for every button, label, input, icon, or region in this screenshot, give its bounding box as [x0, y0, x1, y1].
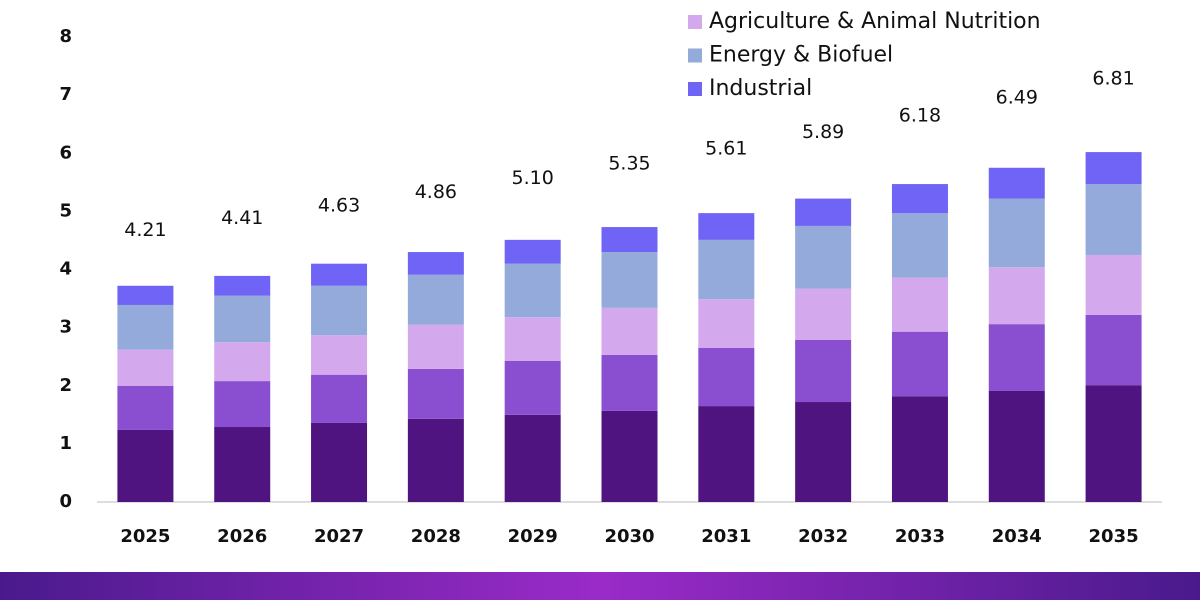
x-tick-label: 2033: [895, 526, 945, 547]
bar-segment: [311, 285, 368, 336]
legend-label: Energy & Biofuel: [709, 43, 893, 68]
footer-banner: [0, 572, 1200, 600]
bar-segment: [407, 368, 464, 419]
bar-segment: [891, 277, 948, 332]
bar-segment: [988, 267, 1045, 325]
total-label: 5.61: [705, 137, 747, 159]
x-tick-label: 2031: [701, 526, 751, 547]
legend-swatch: [688, 82, 702, 96]
y-tick-label: 5: [59, 200, 72, 221]
x-tick-label: 2029: [508, 526, 558, 547]
bar-segment: [117, 349, 174, 386]
bar-segment: [1085, 184, 1142, 255]
bar-segment: [1085, 254, 1142, 315]
x-tick-label: 2026: [217, 526, 267, 547]
bar-segment: [1085, 314, 1142, 386]
total-label: 5.10: [512, 167, 554, 189]
y-tick-label: 0: [59, 491, 72, 512]
x-tick-label: 2030: [604, 526, 654, 547]
y-tick-label: 8: [59, 26, 72, 47]
bar-segment: [795, 288, 852, 340]
x-tick-label: 2032: [798, 526, 848, 547]
bar-segment: [988, 167, 1045, 199]
total-label: 4.21: [124, 219, 166, 241]
bar-segment: [795, 339, 852, 403]
bar-segment: [504, 239, 561, 264]
bar-segment: [214, 381, 271, 428]
bar-segment: [891, 213, 948, 278]
total-label: 4.63: [318, 194, 360, 216]
bar-segment: [891, 184, 948, 214]
total-label: 4.86: [415, 181, 457, 203]
bar-segment: [117, 285, 174, 305]
legend-swatch: [688, 15, 702, 29]
total-label: 4.41: [221, 207, 263, 229]
bar-segment: [504, 414, 561, 502]
bar-segment: [311, 422, 368, 502]
y-tick-label: 6: [59, 142, 72, 163]
y-tick-label: 3: [59, 317, 72, 338]
bar-segment: [891, 396, 948, 502]
bar-segment: [698, 239, 755, 300]
bar-segment: [311, 335, 368, 375]
bar-segment: [117, 385, 174, 430]
total-label: 5.35: [608, 153, 650, 175]
bar-segment: [504, 263, 561, 318]
bar-segment: [311, 374, 368, 423]
bar-segment: [795, 198, 852, 226]
bar-segment: [891, 331, 948, 397]
legend-swatch: [688, 48, 702, 63]
bar-segment: [214, 295, 271, 343]
bar-segment: [311, 263, 368, 286]
y-tick-label: 7: [59, 84, 72, 105]
total-label: 6.18: [899, 104, 941, 126]
bar-segment: [1085, 385, 1142, 502]
bar-segment: [117, 304, 174, 350]
bar-segment: [988, 198, 1045, 268]
y-tick-label: 4: [59, 259, 72, 280]
bar-segment: [214, 427, 271, 502]
bar-segment: [1085, 152, 1142, 185]
bar-segment: [407, 418, 464, 502]
bar-segment: [407, 252, 464, 275]
legend-label: Industrial: [709, 76, 812, 101]
bar-segment: [214, 342, 271, 382]
x-tick-label: 2027: [314, 526, 364, 547]
bar-segment: [601, 354, 658, 411]
bar-segment: [795, 225, 852, 289]
bar-segment: [698, 347, 755, 407]
bar-segment: [601, 252, 658, 308]
bar-segment: [601, 410, 658, 502]
y-tick-label: 1: [59, 433, 72, 454]
total-label: 6.49: [996, 86, 1038, 108]
bar-segment: [601, 307, 658, 355]
bar-segment: [214, 275, 271, 296]
bar-segment: [698, 406, 755, 502]
x-tick-label: 2034: [992, 526, 1042, 547]
bar-segment: [407, 324, 464, 369]
total-label: 6.81: [1092, 68, 1134, 90]
x-tick-label: 2035: [1089, 526, 1139, 547]
x-tick-label: 2028: [411, 526, 461, 547]
total-label: 5.89: [802, 121, 844, 143]
bar-segment: [407, 274, 464, 325]
y-tick-label: 2: [59, 375, 72, 396]
bar-segment: [117, 429, 174, 502]
bar-segment: [601, 227, 658, 253]
bar-segment: [988, 324, 1045, 391]
legend-label: Agriculture & Animal Nutrition: [709, 9, 1041, 34]
x-tick-label: 2025: [120, 526, 170, 547]
bar-segment: [698, 213, 755, 240]
bar-segment: [504, 360, 561, 415]
bar-segment: [795, 402, 852, 502]
bar-segment: [988, 390, 1045, 502]
bar-segment: [698, 299, 755, 348]
bar-segment: [504, 317, 561, 361]
